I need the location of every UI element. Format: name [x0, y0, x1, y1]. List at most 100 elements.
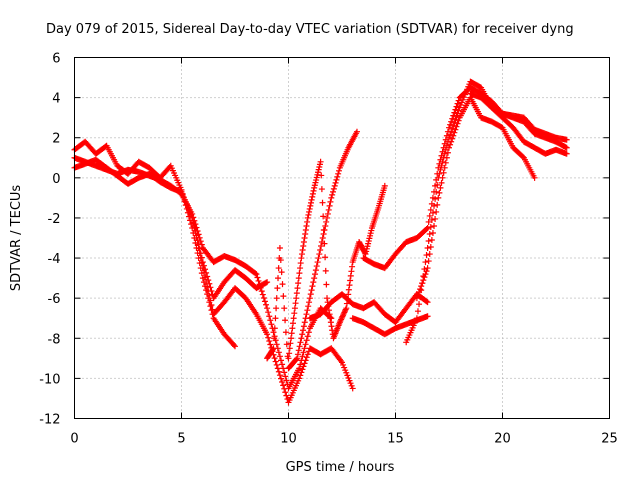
data-point	[453, 103, 460, 110]
data-point	[266, 313, 273, 320]
data-point	[423, 225, 430, 232]
y-tick-label: 6	[52, 52, 60, 67]
data-point	[207, 303, 214, 310]
data-point	[448, 138, 455, 145]
data-point	[363, 245, 370, 252]
y-tick-label: -6	[48, 292, 61, 307]
data-point	[452, 126, 459, 133]
data-point	[270, 345, 277, 352]
data-point	[282, 317, 289, 324]
data-point	[288, 330, 295, 337]
data-point	[438, 179, 445, 186]
data-point	[367, 232, 374, 239]
data-point	[271, 355, 278, 362]
data-point	[254, 274, 261, 281]
data-point	[304, 307, 311, 314]
x-tick-label: 10	[280, 432, 297, 447]
x-tick-label: 0	[70, 432, 78, 447]
data-point	[345, 291, 352, 298]
data-point	[435, 194, 442, 201]
data-point	[452, 106, 459, 113]
y-axis-label: SDTVAR / TECUs	[9, 185, 24, 292]
data-point	[349, 385, 356, 392]
data-point	[339, 359, 345, 366]
data-point	[322, 267, 329, 274]
data-point	[191, 224, 198, 231]
data-point	[297, 372, 304, 379]
data-point	[286, 350, 293, 357]
data-point	[321, 240, 328, 247]
data-point	[313, 177, 320, 184]
data-point	[316, 161, 323, 168]
data-point	[446, 144, 452, 151]
data-point	[199, 265, 206, 272]
data-point	[449, 135, 456, 142]
data-point	[310, 187, 317, 194]
data-point	[315, 255, 322, 262]
data-point	[448, 118, 455, 125]
data-point	[312, 271, 319, 278]
y-tick-label: -4	[48, 252, 61, 267]
data-point	[182, 202, 189, 209]
data-point	[197, 255, 204, 262]
data-point	[300, 323, 307, 330]
data-point	[462, 91, 469, 98]
data-point	[427, 206, 434, 213]
data-point	[294, 351, 301, 358]
data-point	[296, 375, 303, 382]
data-point	[368, 227, 375, 234]
data-point	[324, 214, 331, 221]
data-point	[283, 341, 290, 348]
data-point	[450, 132, 457, 139]
data-point	[271, 325, 278, 332]
data-point	[316, 164, 323, 171]
data-point	[264, 279, 271, 286]
data-point	[303, 311, 310, 318]
data-point	[270, 329, 277, 336]
data-point	[282, 329, 289, 336]
data-point	[424, 265, 431, 272]
data-point	[303, 337, 310, 344]
data-point	[314, 259, 321, 266]
series-track-6	[285, 158, 388, 362]
data-point	[230, 342, 237, 349]
data-point	[456, 104, 463, 111]
data-point	[455, 107, 462, 114]
data-point	[299, 353, 306, 360]
data-point	[304, 333, 311, 340]
data-point	[431, 202, 438, 209]
data-point	[414, 308, 421, 315]
data-point	[197, 238, 204, 245]
data-point	[417, 286, 424, 293]
data-point	[322, 222, 329, 229]
data-point	[465, 83, 472, 90]
data-point	[459, 96, 466, 103]
data-point	[425, 218, 432, 225]
data-point	[439, 174, 446, 181]
data-point	[447, 121, 454, 128]
data-point	[416, 289, 423, 296]
data-point	[441, 150, 448, 157]
data-point	[311, 184, 318, 191]
data-point	[291, 310, 298, 317]
data-point	[279, 281, 286, 288]
data-point	[295, 275, 302, 282]
data-point	[181, 198, 188, 205]
data-point	[323, 218, 330, 225]
data-point	[300, 239, 307, 246]
data-point	[323, 281, 330, 288]
data-point	[306, 208, 313, 215]
data-point	[447, 141, 454, 148]
data-point	[283, 377, 290, 384]
data-point	[426, 212, 433, 219]
data-point	[313, 174, 320, 181]
data-point	[457, 102, 464, 109]
data-point	[315, 169, 322, 176]
data-point	[272, 315, 279, 322]
data-point	[208, 301, 215, 308]
data-point	[347, 272, 354, 279]
data-point	[261, 298, 268, 305]
data-point	[451, 109, 458, 116]
data-point	[283, 392, 290, 399]
data-point	[427, 244, 434, 251]
